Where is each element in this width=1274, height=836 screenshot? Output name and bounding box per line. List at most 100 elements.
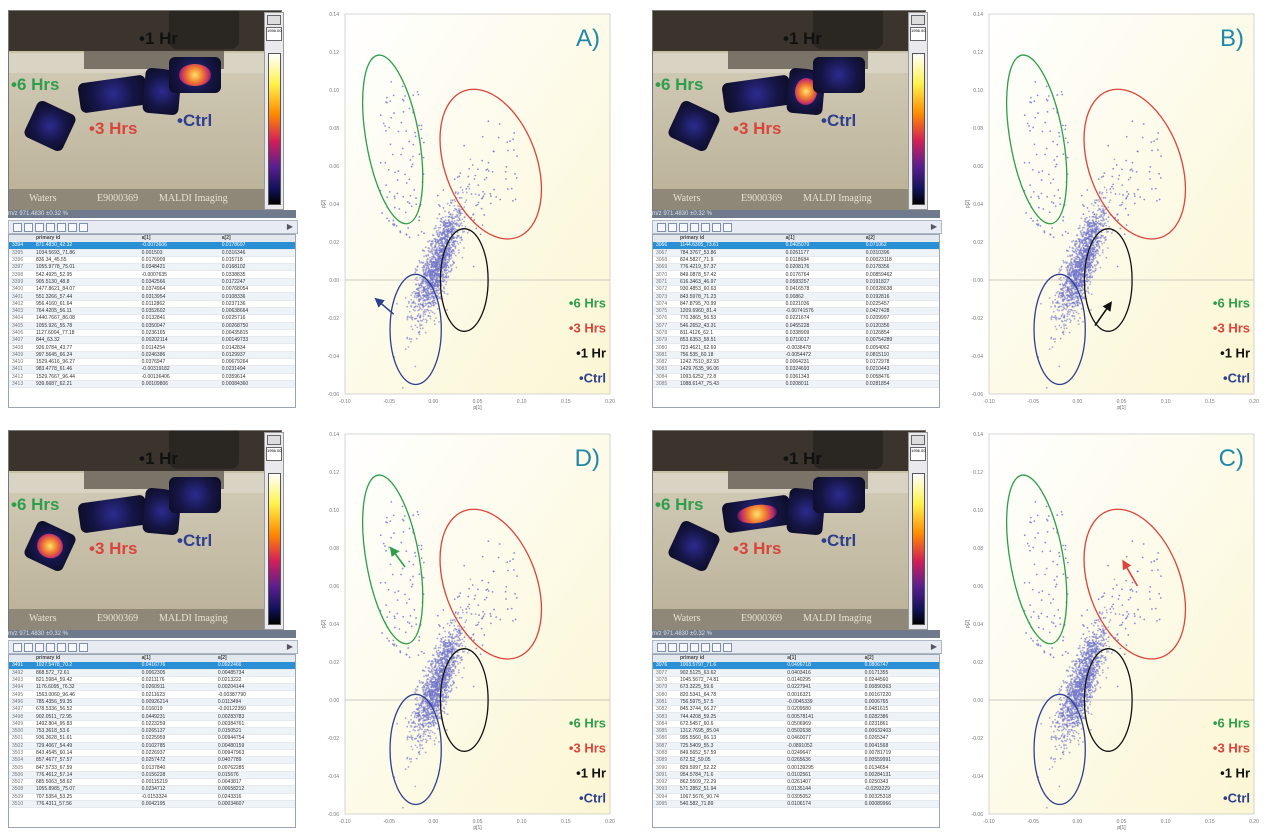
table-row[interactable]: 3069 776.4219_57.37 0.0208176 0.0178356 (653, 263, 939, 272)
table-row[interactable]: 3503 843.4545_60.14 0.0226937 0.00947963 (9, 749, 295, 758)
settings-icon[interactable] (79, 643, 88, 652)
table-row[interactable]: 3409 997.5645_66.24 0.0246386 0.0129937 (9, 351, 295, 360)
table-row[interactable]: 3402 956.4160_61.64 0.0112862 0.0237136 (9, 300, 295, 308)
chart-icon[interactable] (57, 223, 66, 232)
table-row[interactable]: 3404 1440.7667_86.08 0.0132841 0.0225716 (9, 314, 295, 323)
table-row[interactable]: 3399 905.5130_48.8 0.0342566 0.0172247 (9, 278, 295, 287)
copy-icon[interactable] (657, 223, 666, 232)
scale-button[interactable] (267, 15, 281, 25)
copy-icon[interactable] (13, 223, 22, 232)
table-row[interactable]: 3079 853.6353_58.51 0.0710017 0.00754289 (653, 336, 939, 345)
list-icon[interactable] (46, 223, 55, 232)
table-row[interactable]: 3081 756.535_60.18 -0.0054472 0.0815110 (653, 351, 939, 360)
table-row[interactable]: 3394 871.4830_42.32 -0.0073606 0.0178697 (9, 241, 295, 250)
settings-icon[interactable] (723, 223, 732, 232)
table-row[interactable]: 3078 811.4126_62.1 0.0338909 0.0126854 (653, 329, 939, 338)
table-row[interactable]: 3068 824.5827_71.9 0.0118684 0.00023118 (653, 256, 939, 265)
add-icon[interactable] (68, 223, 77, 232)
grid-icon[interactable] (24, 223, 33, 232)
table-toolbar: ▶ (652, 220, 942, 234)
table-row[interactable]: 3497 678.5336_56.52 0.016019 -0.00122350 (9, 705, 295, 714)
table-row[interactable]: 3408 926.0784_43.77 0.0114254 0.0142834 (9, 343, 295, 352)
table-row[interactable]: 3075 1209.6960_81.4 -0.00741576 0.0427428 (653, 307, 939, 316)
table-row[interactable]: 3076 770.3865_56.53 0.0221674 0.0209997 (653, 314, 939, 323)
table-row[interactable]: 3495 1563.0060_96.46 0.0211623 -0.00387790 (9, 690, 295, 699)
table-row[interactable]: 3501 936.3628_51.61 0.0225959 0.00944754 (9, 734, 295, 743)
table-row[interactable]: 3500 753.3618_53.6 0.0265137 0.0150521 (9, 727, 295, 736)
data-point (1079, 267, 1082, 270)
table-row[interactable]: 3401 551.3266_57.44 0.0313954 0.0108336 (9, 292, 295, 301)
table-row[interactable]: 3412 1529.7667_96.44 -0.00136406 0.0359614 (9, 373, 295, 381)
table-row[interactable]: 3066 1144.6305_73.61 0.0405079 0.071062 (653, 241, 939, 250)
copy-icon[interactable] (13, 643, 22, 652)
table-row[interactable]: 3508 1055.8985_75.07 0.0234712 0.00658212 (9, 785, 295, 794)
table-row[interactable]: 3509 707.5354_53.25 -0.0153324 0.0243316 (9, 793, 295, 801)
settings-icon[interactable] (79, 223, 88, 232)
table-row[interactable]: 3396 836.34_45.55 0.0176909 0.015718 (9, 256, 295, 265)
scale-button[interactable] (267, 435, 281, 445)
table-row[interactable]: 3403 764.4205_56.11 0.0352602 0.00638664 (9, 307, 295, 316)
table-row[interactable]: 3499 1492.804_95.83 0.0223259 0.00384761 (9, 720, 295, 728)
table-row[interactable]: 3410 1529.4616_96.27 0.0376947 0.00679264 (9, 358, 295, 367)
table-row[interactable]: 3395 1034.5693_71.86 0.001503 0.0316346 (9, 249, 295, 257)
table-row[interactable]: 3077 546.2652_43.31 0.0455228 0.0120356 (653, 322, 939, 330)
add-icon[interactable] (68, 643, 77, 652)
table-row[interactable]: 3084 1093.6252_72.8 0.0361343 0.0058476 (653, 373, 939, 381)
table-row[interactable]: 3510 776.4311_57.56 0.0042195 0.00034607 (9, 800, 295, 809)
data-point (419, 696, 421, 699)
data-point (1121, 168, 1123, 171)
list-icon[interactable] (690, 223, 699, 232)
data-point (438, 213, 441, 216)
table-row[interactable]: 3411 983.4778_61.46 -0.00319182 0.0231494 (9, 365, 295, 374)
data-point (1060, 279, 1062, 282)
table-row[interactable]: 3071 616.3463_46.97 0.0583257 0.0191827 (653, 278, 939, 287)
table-row[interactable]: 3082 1242.7510_82.93 0.0064231 0.0172978 (653, 358, 939, 367)
chart-icon[interactable] (57, 643, 66, 652)
data-point (1080, 308, 1083, 310)
grid-icon[interactable] (24, 643, 33, 652)
table-row[interactable]: 3070 849.0878_57.42 0.0176764 0.00859462 (653, 270, 939, 279)
table-row[interactable]: 3074 847.8795_70.99 0.0221036 0.0225457 (653, 300, 939, 308)
table-row[interactable]: 3083 1429.7635_96.06 0.0324693 0.0210443 (653, 365, 939, 374)
table-row[interactable]: 3400 1477.8621_84.07 0.0374964 0.00768054 (9, 285, 295, 294)
table-row[interactable]: 3507 685.5063_58.62 0.00115219 0.0043817 (9, 778, 295, 787)
table-row[interactable]: 3504 857.4677_57.57 0.0257472 0.0407789 (9, 756, 295, 765)
table-row[interactable]: 3492 868.572_72.61 0.0062305 0.00485734 (9, 669, 295, 677)
grid-icon[interactable] (668, 223, 677, 232)
table-row[interactable]: 3494 1176.6095_76.32 0.0260911 0.00204144 (9, 683, 295, 692)
table-row[interactable]: 3073 843.5978_71.23 0.00862 0.0192816 (653, 292, 939, 301)
table-row[interactable]: 3407 844_63.32 0.00202114 0.00149733 (9, 336, 295, 345)
table-row[interactable]: 3080 723.4621_62.69 -0.0038478 0.0054062 (653, 343, 939, 352)
play-icon[interactable]: ▶ (930, 222, 937, 231)
table-row[interactable]: 3067 784.3767_53.86 0.0261177 0.0310396 (653, 249, 939, 257)
data-point (434, 240, 437, 243)
list-icon[interactable] (46, 643, 55, 652)
table-row[interactable]: 3498 902.0511_72.95 0.0449231 0.00283783 (9, 712, 295, 721)
table-row[interactable]: 3496 785.4356_59.35 0.00926214 0.0113494 (9, 698, 295, 707)
play-icon[interactable]: ▶ (286, 222, 293, 231)
save-icon[interactable] (35, 643, 44, 652)
save-icon[interactable] (35, 223, 44, 232)
play-icon[interactable]: ▶ (286, 642, 293, 651)
table-row[interactable]: 3398 542.4925_52.95 -0.0007635 0.0338835 (9, 270, 295, 279)
table-row[interactable]: 3505 847.5733_67.59 0.0137840 0.00762285 (9, 763, 295, 772)
data-point (1038, 171, 1040, 174)
save-icon[interactable] (679, 223, 688, 232)
scale-button[interactable] (911, 15, 925, 25)
table-row[interactable]: 3491 1027.5478_70.2 0.0416776 0.0922466 (9, 661, 295, 670)
table-row[interactable]: 3406 1127.6004_77.18 0.0236165 0.00435815 (9, 329, 295, 338)
table-row[interactable]: 3397 1055.9778_75.01 0.0348421 0.0168102 (9, 263, 295, 272)
data-point (450, 243, 453, 246)
chart-icon[interactable] (701, 223, 710, 232)
data-point (1063, 298, 1066, 300)
table-row[interactable]: 3405 1055.926_55.78 0.0350047 0.00268750 (9, 322, 295, 330)
table-row[interactable]: 3506 776.4612_57.14 0.0156228 0.015676 (9, 771, 295, 780)
add-icon[interactable] (712, 223, 721, 232)
table-row[interactable]: 3085 1088.6147_75.43 0.0208011 0.0281854 (653, 380, 939, 389)
table-row[interactable]: 3502 729.4067_54.49 0.0102785 0.00480159 (9, 742, 295, 750)
data-point (1082, 205, 1085, 208)
table-row[interactable]: 3072 930.4853_60.63 0.0416578 0.00328638 (653, 285, 939, 294)
table-row[interactable]: 3493 821.5984_59.42 0.0211176 0.0213222 (9, 676, 295, 685)
table-row[interactable]: 3413 939.6687_62.21 0.00109806 0.00084360 (9, 380, 295, 389)
data-point (415, 283, 417, 286)
